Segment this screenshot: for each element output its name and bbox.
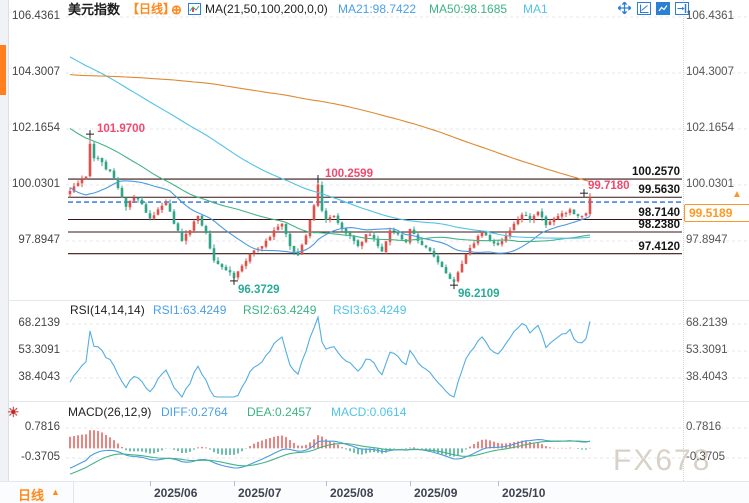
sun-icon[interactable]: ☀	[7, 404, 20, 420]
rsi-axis-label-left: 68.2139	[18, 317, 60, 329]
session-high-label: 99.7180	[588, 180, 630, 192]
add-indicator-icon[interactable]: ⊕	[171, 2, 182, 17]
price-axis-label-left: 106.4361	[12, 10, 60, 22]
main-rsi-divider	[8, 300, 749, 301]
rsi-axis-label-right: 53.3091	[686, 344, 728, 356]
x-axis-month-label: 2025/09	[414, 486, 458, 500]
price-axis-label-left: 104.3007	[12, 66, 60, 78]
price-level-label: 98.7140	[638, 206, 680, 219]
x-axis-month-label: 2025/07	[238, 486, 282, 500]
current-price-badge: 99.5189	[684, 204, 749, 222]
price-level-label: 99.5630	[638, 184, 680, 197]
watermark: FX678	[613, 444, 712, 477]
sidebar-scroll-accent[interactable]	[0, 45, 6, 95]
macd-dea-value: DEA:0.2457	[247, 405, 312, 419]
month-tick	[410, 481, 411, 486]
price-axis-label-right: 104.3007	[686, 66, 734, 78]
rsi-axis-label-right: 68.2139	[686, 317, 728, 329]
pan-icon[interactable]	[617, 1, 632, 15]
price-axis-label-left: 100.0301	[12, 177, 60, 190]
footer-separator	[73, 482, 74, 503]
price-axis-label-left: 102.1654	[12, 121, 60, 134]
period-dropdown-icon[interactable]: ▲	[51, 487, 60, 497]
macd-axis-label-left: -0.3705	[20, 451, 60, 463]
month-tick	[498, 481, 499, 486]
macd-hist-value: MACD:0.0614	[331, 405, 407, 419]
x-axis-month-label: 2025/08	[330, 486, 374, 500]
rsi-settings-label: RSI(14,14,14)	[70, 303, 145, 317]
time-axis-bar: 日线 ▲ 2025/06 2025/07 2025/08 2025/09 2025/10	[0, 481, 749, 503]
ma50-value: MA50:98.1685	[429, 2, 508, 16]
legend-chart-icon[interactable]	[188, 3, 201, 19]
price-level-label: 97.4120	[638, 240, 680, 253]
month-tick	[326, 481, 327, 486]
extreme-annotation: 100.2599	[325, 167, 373, 180]
macd-axis-label-right: 0.7816	[686, 421, 722, 433]
month-tick	[150, 481, 151, 486]
period-tag: 【日线】	[127, 2, 176, 16]
price-up-arrow-icon: ▲	[732, 189, 742, 200]
price-axis-label-right: 100.0301	[686, 177, 734, 190]
rsi1-value: RSI1:63.4249	[153, 303, 227, 317]
macd-diff-value: DIFF:0.2764	[161, 405, 228, 419]
ma-settings-label: MA(21,50,100,200,0,0)	[205, 2, 328, 16]
extreme-annotation: 96.3729	[238, 283, 280, 296]
x-axis-month-label: 2025/10	[502, 486, 546, 500]
rsi-axis-label-left: 53.3091	[18, 344, 60, 356]
rsi-macd-divider	[8, 401, 749, 402]
dock-right-icon[interactable]	[674, 2, 689, 15]
rsi-axis-label-left: 38.4043	[18, 371, 60, 383]
ma21-value: MA21:98.7422	[338, 2, 417, 16]
extreme-annotation: 101.9700	[97, 123, 145, 136]
x-axis-month-label: 2025/06	[154, 486, 198, 500]
axis-range-icon[interactable]	[636, 2, 651, 15]
macd-axis-label-left: 0.7816	[24, 421, 60, 433]
price-axis-label-right: 106.4361	[686, 10, 734, 22]
macd-settings-label: MACD(26,12,9)	[68, 405, 152, 419]
rsi2-value: RSI2:63.4249	[243, 303, 317, 317]
auto-fit-icon[interactable]	[655, 2, 670, 15]
price-level-label: 100.2570	[632, 166, 680, 179]
left-sidebar	[0, 0, 9, 481]
axis-separator	[683, 0, 684, 481]
ma-extra-value: MA1	[523, 2, 548, 16]
period-selector[interactable]: 日线	[18, 488, 45, 503]
price-axis-label-right: 97.8947	[686, 233, 728, 246]
month-tick	[234, 481, 235, 486]
rsi3-value: RSI3:63.4249	[333, 303, 407, 317]
price-level-label: 98.2380	[638, 218, 680, 231]
rsi-axis-label-right: 38.4043	[686, 371, 728, 383]
price-axis-label-right: 102.1654	[686, 121, 734, 134]
price-axis-label-left: 97.8947	[18, 233, 60, 246]
instrument-title: 美元指数	[68, 2, 121, 17]
